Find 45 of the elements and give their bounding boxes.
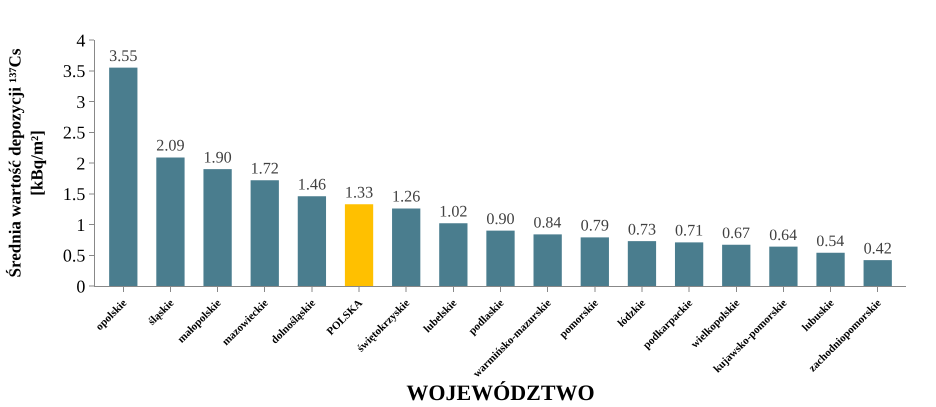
bar: [580, 237, 609, 286]
data-label: 1.33: [344, 184, 374, 202]
y-tick-label: 2.5: [62, 122, 86, 143]
bar: [156, 157, 185, 286]
y-tick-label: 3.5: [62, 61, 86, 82]
data-label: 1.72: [250, 160, 279, 178]
bar: [674, 242, 704, 286]
data-label: 0.64: [769, 226, 798, 244]
bar: [816, 252, 845, 286]
data-label: 0.42: [864, 240, 892, 258]
bar: [722, 244, 750, 286]
data-label: 0.73: [628, 221, 656, 238]
bar: [250, 180, 279, 286]
bar: [864, 260, 892, 286]
data-label: 0.67: [722, 225, 750, 242]
bar: [344, 204, 374, 286]
y-tick-label: 0.5: [62, 246, 86, 266]
data-label: 0.90: [486, 210, 515, 228]
y-tick-label: 1.5: [62, 184, 86, 204]
bar: [109, 68, 138, 286]
bar: [534, 234, 562, 286]
data-label: 1.46: [298, 176, 326, 194]
bar: [439, 223, 468, 286]
y-axis-title: Średnia wartość depozycji ¹³⁷Cs [kBq/m²]: [5, 48, 46, 278]
bar: [486, 230, 515, 286]
bar: [298, 196, 326, 286]
data-label: 1.02: [439, 203, 468, 220]
bar: [203, 169, 232, 286]
y-tick-label: 4: [76, 30, 86, 50]
data-label: 0.54: [816, 233, 844, 250]
data-label: 3.55: [109, 48, 138, 65]
data-label: 2.09: [156, 138, 185, 155]
data-label: 1.90: [203, 149, 232, 166]
y-tick-label: 2: [76, 153, 86, 174]
data-label: 0.71: [674, 222, 704, 240]
y-tick-label: 3: [76, 92, 86, 112]
y-tick-label: 1: [76, 214, 86, 235]
data-label: 0.84: [534, 214, 562, 232]
y-tick-label: 0: [76, 276, 86, 296]
data-label: 0.79: [580, 218, 609, 235]
bar: [769, 246, 798, 286]
bar: [628, 241, 656, 286]
bar: [392, 208, 420, 286]
x-axis-title: WOJEWÓDZTWO: [406, 380, 595, 406]
data-label: 1.26: [392, 188, 420, 206]
